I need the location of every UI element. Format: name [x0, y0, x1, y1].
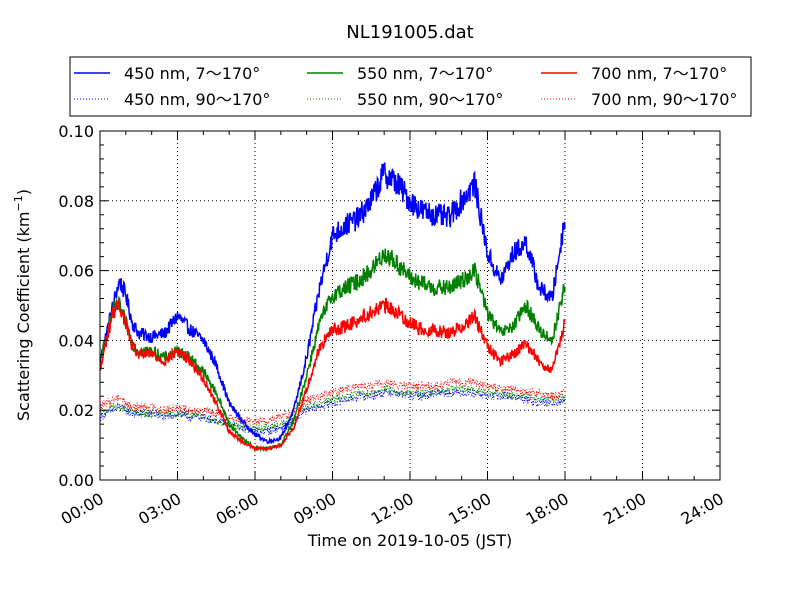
chart-title: NL191005.dat — [346, 22, 473, 43]
y-axis-label-main: Scattering Coefficient (km — [14, 211, 33, 421]
y-tick-label: 0.02 — [58, 401, 94, 420]
y-tick-label: 0.08 — [58, 192, 94, 211]
x-tick-label: 18:00 — [523, 489, 572, 529]
x-tick-label: 03:00 — [135, 489, 184, 529]
x-tick-label: 15:00 — [445, 489, 494, 529]
y-tick-labels: 0.00 0.02 0.04 0.06 0.08 0.10 — [58, 122, 94, 490]
legend-label: 550 nm, 90～170° — [357, 90, 503, 109]
x-tick-labels: 00:00 03:00 06:00 09:00 12:00 15:00 18:00 21:00… — [58, 489, 727, 529]
y-tick-label: 0.06 — [58, 262, 94, 281]
x-tick-label: 24:00 — [678, 489, 727, 529]
legend-frame — [69, 56, 752, 117]
y-axis-label: Scattering Coefficient (km−1) — [12, 189, 33, 421]
ticks — [99, 130, 721, 481]
legend-label: 550 nm, 7～170° — [357, 64, 493, 83]
legend-label: 450 nm, 7～170° — [124, 64, 260, 83]
x-tick-label: 12:00 — [368, 489, 417, 529]
x-tick-label: 06:00 — [213, 489, 262, 529]
y-axis-label-close: ) — [14, 189, 33, 195]
legend-label: 700 nm, 90～170° — [591, 90, 737, 109]
x-tick-label: 00:00 — [58, 489, 107, 529]
series-group — [99, 162, 566, 453]
series-line — [99, 162, 566, 445]
y-tick-label: 0.10 — [58, 122, 94, 141]
series-line — [99, 383, 566, 434]
legend: 450 nm, 7～170° 450 nm, 90～170° 550 nm, 7～1… — [69, 56, 752, 117]
y-tick-label: 0.00 — [58, 471, 94, 490]
y-axis-label-sup: −1 — [12, 195, 25, 211]
grid — [100, 131, 720, 480]
x-tick-label: 21:00 — [600, 489, 649, 529]
legend-label: 700 nm, 7～170° — [591, 64, 727, 83]
series-line — [99, 248, 566, 453]
x-axis-label: Time on 2019-10-05 (JST) — [307, 531, 512, 550]
series-line — [99, 377, 566, 426]
x-tick-label: 09:00 — [290, 489, 339, 529]
y-tick-label: 0.04 — [58, 331, 94, 350]
series-line — [99, 297, 566, 453]
legend-label: 450 nm, 90～170° — [124, 90, 270, 109]
